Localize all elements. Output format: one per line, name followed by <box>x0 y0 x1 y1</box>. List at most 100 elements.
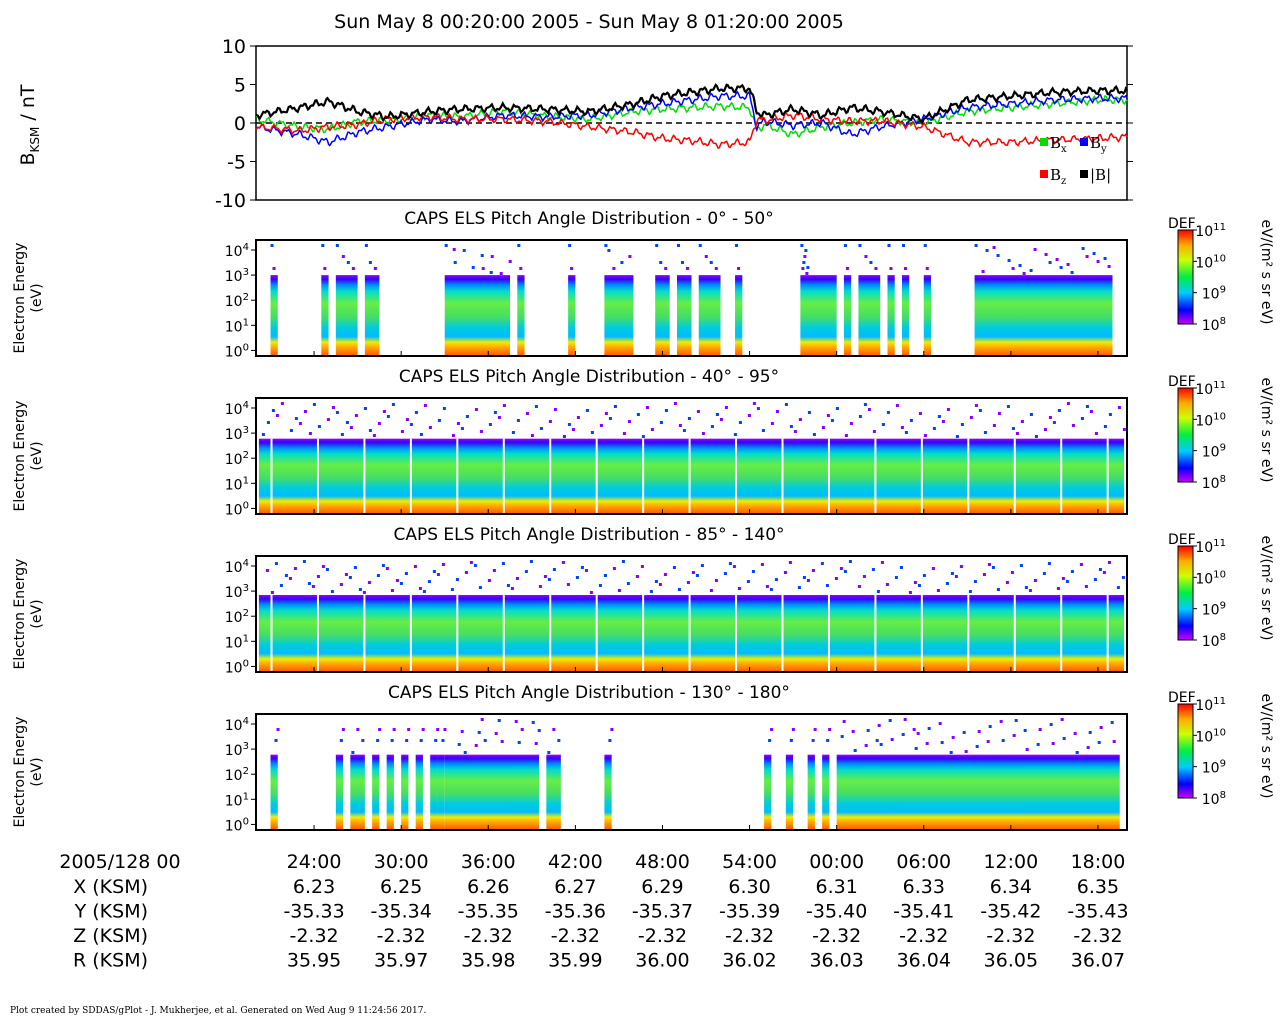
spectrogram-block <box>655 275 670 356</box>
spectrogram-speckle <box>490 255 494 258</box>
spectrogram-panel-3: CAPS ELS Pitch Angle Distribution - 85° … <box>12 525 1274 676</box>
spectrogram-panel-1: CAPS ELS Pitch Angle Distribution - 0° -… <box>12 209 1274 360</box>
spectrogram-speckle <box>1006 405 1010 408</box>
spectrogram-speckle <box>525 412 529 415</box>
spectrogram-speckle <box>627 420 631 423</box>
ephemeris-value: 6.34 <box>990 876 1032 898</box>
spectrogram-speckle <box>991 566 995 569</box>
y-axis-label: BKSM / nT <box>17 84 42 165</box>
spectrogram-speckle <box>1080 417 1084 420</box>
series-line-Bx <box>255 94 1128 139</box>
spectrogram-speckle <box>474 744 478 747</box>
spectrogram-block <box>335 754 344 830</box>
spectrogram-speckle <box>284 574 288 577</box>
spectrogram-speckle <box>493 411 497 414</box>
colorbar-tick-label: 108 <box>1202 790 1226 808</box>
spectrogram-speckle <box>608 739 612 742</box>
spectrogram-speckle <box>1098 568 1102 571</box>
ephemeris-value: -2.32 <box>551 925 600 947</box>
spectrogram-speckle <box>862 575 866 578</box>
spectrogram-speckle <box>685 267 689 270</box>
ephemeris-value: 35.99 <box>548 950 602 972</box>
legend-label: |B| <box>1090 166 1111 184</box>
spectrogram-speckle <box>511 431 515 434</box>
spectrogram-speckle <box>302 560 306 563</box>
spectrogram-speckle <box>1011 267 1015 270</box>
panel-title: CAPS ELS Pitch Angle Distribution - 0° -… <box>404 209 773 229</box>
spectrogram-speckle <box>964 750 968 753</box>
ephemeris-value: -2.32 <box>899 925 948 947</box>
spectrogram-speckle <box>621 560 625 563</box>
y-tick-label: 101 <box>225 317 249 335</box>
spectrogram-speckle <box>677 588 681 591</box>
spectrogram-speckle <box>949 751 953 754</box>
spectrogram-speckle <box>992 424 996 427</box>
spectrogram-speckle <box>737 587 741 590</box>
spectrogram-speckle <box>960 423 964 426</box>
spectrogram-block <box>604 275 634 356</box>
spectrogram-speckle <box>864 744 868 747</box>
spectrogram-speckle <box>361 739 365 742</box>
colorbar-tick-label: 108 <box>1202 316 1226 334</box>
spectrogram-speckle <box>805 272 809 275</box>
spectrogram-speckle <box>863 403 867 406</box>
spectrogram-speckle <box>672 566 676 569</box>
spectrogram-speckle <box>520 728 524 731</box>
spectrogram-block <box>364 275 380 356</box>
spectrogram-speckle <box>524 570 528 573</box>
ephemeris-value: 36.07 <box>1071 950 1125 972</box>
colorbar-tick-label: 109 <box>1202 285 1226 303</box>
colorbar-unit: eV/(m² s sr eV) <box>1258 694 1274 799</box>
spectrogram-speckle <box>604 244 608 247</box>
spectrogram-speckle <box>844 434 848 437</box>
ephemeris-value: 35.97 <box>374 950 428 972</box>
spectrogram-speckle <box>534 742 538 745</box>
spectrogram-block <box>415 754 423 830</box>
spectrogram-speckle <box>940 741 944 744</box>
spectrogram-speckle <box>441 739 445 742</box>
spectrogram-speckle <box>826 414 830 417</box>
data-gap <box>270 594 273 672</box>
spectrogram-speckle <box>566 583 570 586</box>
legend-label: Bz <box>1050 166 1066 187</box>
spectrogram-speckle <box>598 584 602 587</box>
spectrogram-speckle <box>1103 257 1107 260</box>
spectrogram-speckle <box>887 244 891 247</box>
spectrogram-speckle <box>423 404 427 407</box>
spectrogram-speckle <box>650 428 654 431</box>
spectrogram-speckle <box>658 583 662 586</box>
spectrogram-speckle <box>788 561 792 564</box>
spectrogram-speckle <box>709 589 713 592</box>
spectrogram-speckle <box>645 406 649 409</box>
y-tick-label: 100 <box>225 658 249 676</box>
ephemeris-value: 6.31 <box>816 876 858 898</box>
spectrogram-speckle <box>288 577 292 580</box>
panel-title: CAPS ELS Pitch Angle Distribution - 130°… <box>388 683 790 703</box>
spectrogram-block <box>437 754 445 830</box>
data-gap <box>967 438 970 514</box>
spectrogram-speckle <box>456 422 460 425</box>
spectrogram-speckle <box>538 585 542 588</box>
spectrogram-speckle <box>339 739 343 742</box>
spectrogram-speckle <box>364 244 368 247</box>
colorbar-tick-label: 1010 <box>1195 569 1226 587</box>
data-gap <box>781 438 784 514</box>
y-tick-label: 101 <box>225 791 249 809</box>
spectrogram-frame <box>255 713 1128 831</box>
ephemeris-value: -35.41 <box>893 901 954 923</box>
data-gap <box>1106 594 1109 672</box>
data-gap <box>595 594 598 672</box>
spectrogram-speckle <box>330 590 334 593</box>
y-tick-label: -10 <box>215 190 246 212</box>
spectrogram-speckle <box>1055 258 1059 261</box>
spectrogram-speckle <box>901 733 905 736</box>
spectrogram-speckle <box>462 249 466 252</box>
spectrogram-speckle <box>274 739 278 742</box>
spectrogram-speckle <box>710 425 714 428</box>
y-tick-label: 100 <box>225 342 249 360</box>
spectrogram-speckle <box>510 587 514 590</box>
spectrogram-speckle <box>444 244 448 247</box>
spectrogram-speckle <box>530 434 534 437</box>
series-line-absBabs <box>255 83 1128 125</box>
spectrogram-speckle <box>613 405 617 408</box>
